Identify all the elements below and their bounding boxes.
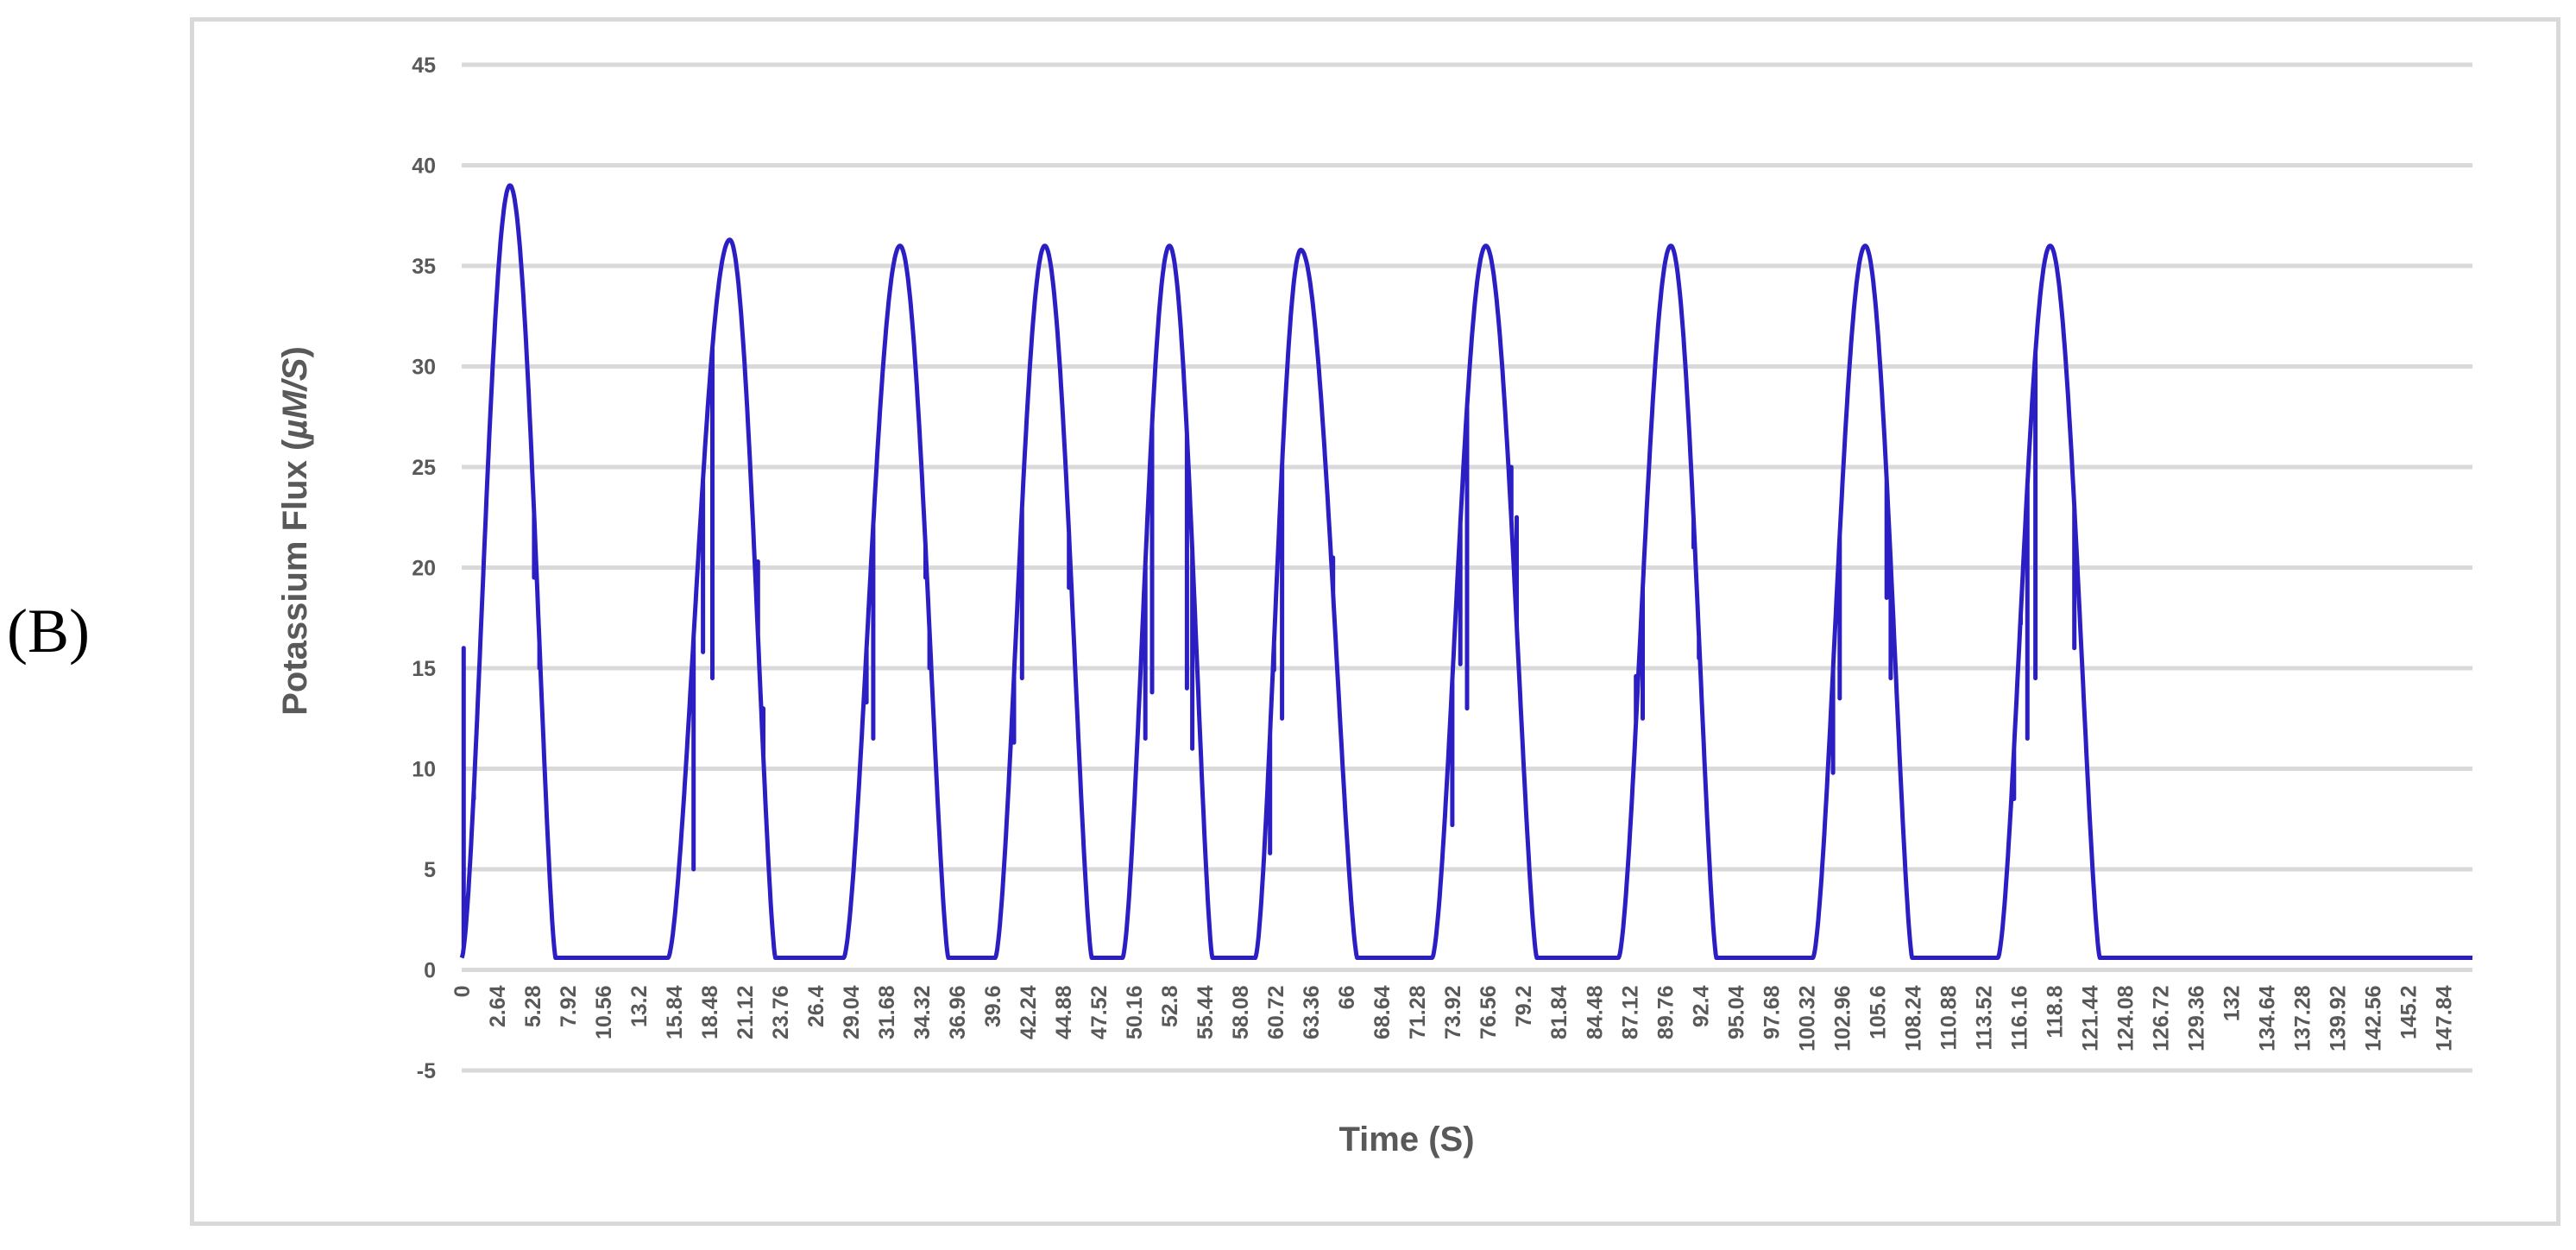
- y-tick-label: 20: [412, 557, 436, 581]
- x-tick-label: 137.28: [2290, 985, 2315, 1051]
- x-tick-label: 116.16: [2007, 986, 2031, 1051]
- x-tick-label: 55.44: [1194, 985, 1218, 1039]
- x-tick-label: 134.64: [2255, 985, 2279, 1051]
- x-tick-label: 76.56: [1477, 986, 1501, 1040]
- x-tick-label: 18.48: [698, 985, 722, 1039]
- x-tick-label: 10.56: [592, 986, 616, 1040]
- y-tick-label: 30: [412, 356, 436, 380]
- x-tick-label: 92.4: [1689, 985, 1713, 1027]
- x-tick-label: 63.36: [1300, 986, 1324, 1040]
- y-tick-label: 45: [412, 54, 436, 78]
- x-tick-label: 47.52: [1087, 986, 1112, 1040]
- x-tick-label: 71.28: [1406, 985, 1430, 1039]
- y-axis-title-text: Potassium Flux (: [276, 439, 314, 716]
- x-tick-label: 36.96: [946, 986, 970, 1040]
- x-tick-label: 100.32: [1795, 986, 1819, 1051]
- x-tick-label: 58.08: [1229, 985, 1253, 1039]
- potassium-flux-line: [459, 183, 2474, 960]
- x-tick-label: 147.84: [2432, 985, 2456, 1051]
- y-tick-label: 15: [412, 657, 436, 681]
- x-axis-title: Time (S): [1338, 1121, 1474, 1158]
- x-tick-label: 31.68: [875, 985, 899, 1039]
- y-tick-label: 40: [412, 155, 436, 179]
- x-tick-label: 60.72: [1264, 986, 1288, 1040]
- x-tick-label: 21.12: [734, 986, 758, 1040]
- x-tick-label: 26.4: [804, 985, 828, 1027]
- y-axis-ticks: -5 0 5 10 15 20 25 30 35 40 45: [412, 54, 436, 1083]
- panel-label: (B): [7, 597, 90, 666]
- y-axis-unit: µM/S: [276, 357, 314, 439]
- x-tick-label: 2.64: [486, 985, 510, 1027]
- x-tick-label: 44.88: [1052, 985, 1076, 1039]
- x-tick-label: 66: [1335, 986, 1359, 1010]
- x-tick-label: 145.2: [2396, 986, 2421, 1040]
- x-tick-label: 118.8: [2043, 985, 2067, 1038]
- x-tick-label: 50.16: [1123, 986, 1147, 1040]
- y-tick-label: 10: [412, 758, 436, 782]
- x-tick-label: 7.92: [557, 986, 581, 1028]
- y-tick-label: 35: [412, 255, 436, 279]
- x-tick-label: 23.76: [769, 986, 793, 1040]
- x-tick-label: 97.68: [1760, 985, 1784, 1039]
- x-tick-label: 73.92: [1441, 986, 1465, 1040]
- y-tick-label: 25: [412, 456, 436, 480]
- x-tick-label: 139.92: [2326, 986, 2350, 1051]
- y-tick-label: -5: [417, 1059, 436, 1083]
- x-tick-label: 39.6: [981, 986, 1005, 1028]
- x-tick-label: 15.84: [663, 985, 687, 1039]
- chart-frame: [190, 17, 2560, 1226]
- x-tick-label: 89.76: [1653, 986, 1678, 1040]
- x-tick-label: 81.84: [1547, 985, 1571, 1039]
- y-axis-title: Potassium Flux (µM/S): [276, 346, 314, 716]
- x-tick-label: 29.04: [840, 985, 864, 1039]
- x-axis-ticks: 0 2.64 5.28 7.92 10.56 13.2 15.84 18.48 21.12 23.…: [450, 985, 2456, 1051]
- x-tick-label: 84.48: [1583, 985, 1607, 1039]
- x-tick-label: 5.28: [521, 985, 545, 1027]
- x-tick-label: 132: [2220, 986, 2244, 1022]
- x-tick-label: 34.32: [910, 986, 935, 1040]
- x-tick-label: 95.04: [1724, 985, 1748, 1039]
- x-tick-label: 13.2: [627, 986, 652, 1028]
- y-tick-label: 5: [424, 858, 436, 882]
- x-tick-label: 108.24: [1901, 985, 1925, 1051]
- x-tick-label: 142.56: [2361, 986, 2385, 1051]
- x-tick-label: 129.36: [2184, 986, 2208, 1051]
- x-tick-label: 42.24: [1017, 985, 1041, 1039]
- y-axis-title-close: ): [276, 346, 314, 357]
- x-tick-label: 52.8: [1158, 985, 1182, 1027]
- x-tick-label: 113.52: [1972, 986, 1996, 1051]
- x-tick-label: 126.72: [2149, 986, 2173, 1051]
- x-tick-label: 105.6: [1866, 986, 1890, 1040]
- x-tick-label: 110.88: [1937, 985, 1961, 1050]
- x-tick-label: 87.12: [1618, 986, 1642, 1040]
- x-tick-label: 124.08: [2113, 985, 2138, 1051]
- y-tick-label: 0: [424, 959, 436, 983]
- x-tick-label: 68.64: [1370, 985, 1395, 1039]
- x-tick-label: 102.96: [1830, 986, 1855, 1051]
- x-tick-label: 79.2: [1512, 986, 1536, 1028]
- x-tick-label: 0: [450, 986, 475, 998]
- x-tick-label: 121.44: [2078, 985, 2102, 1051]
